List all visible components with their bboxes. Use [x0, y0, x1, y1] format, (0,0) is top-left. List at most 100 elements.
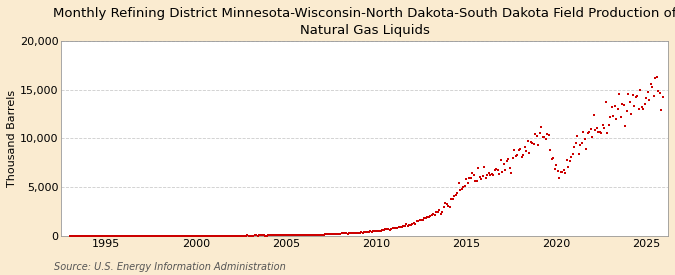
Point: [306, 233, 317, 237]
Point: [380, 227, 391, 232]
Point: [146, 233, 157, 238]
Point: [347, 231, 358, 235]
Point: [275, 233, 286, 238]
Point: [128, 233, 138, 238]
Point: [548, 156, 559, 161]
Point: [68, 233, 78, 238]
Point: [335, 231, 346, 236]
Point: [157, 233, 167, 238]
Point: [383, 227, 394, 232]
Point: [302, 233, 313, 237]
Point: [384, 227, 395, 232]
Point: [563, 165, 574, 169]
Point: [402, 224, 413, 228]
Point: [143, 233, 154, 238]
Point: [159, 233, 170, 238]
Point: [558, 167, 569, 172]
Point: [514, 148, 524, 152]
Point: [458, 184, 468, 189]
Point: [516, 155, 527, 159]
Point: [475, 175, 485, 179]
Point: [218, 233, 229, 238]
Point: [435, 211, 446, 216]
Point: [292, 233, 302, 237]
Point: [387, 226, 398, 230]
Point: [308, 233, 319, 237]
Point: [395, 225, 406, 230]
Point: [466, 176, 477, 180]
Point: [623, 92, 634, 96]
Point: [320, 232, 331, 237]
Point: [269, 233, 279, 238]
Point: [242, 233, 252, 238]
Point: [107, 233, 117, 238]
Point: [184, 233, 194, 238]
Point: [176, 233, 186, 238]
Point: [119, 233, 130, 238]
Point: [498, 162, 509, 166]
Point: [346, 231, 356, 235]
Point: [520, 145, 531, 149]
Point: [530, 132, 541, 136]
Point: [138, 233, 149, 238]
Point: [288, 233, 299, 237]
Point: [483, 171, 494, 175]
Point: [653, 89, 664, 93]
Point: [245, 233, 256, 238]
Point: [352, 230, 362, 235]
Point: [549, 167, 560, 171]
Point: [449, 194, 460, 198]
Point: [198, 233, 209, 238]
Point: [580, 137, 591, 142]
Point: [362, 230, 373, 234]
Point: [298, 233, 308, 237]
Point: [238, 233, 248, 238]
Point: [215, 233, 225, 238]
Point: [66, 233, 77, 238]
Point: [455, 188, 466, 192]
Point: [86, 233, 97, 238]
Point: [92, 233, 103, 238]
Title: Monthly Refining District Minnesota-Wisconsin-North Dakota-South Dakota Field Pr: Monthly Refining District Minnesota-Wisc…: [53, 7, 675, 37]
Point: [601, 100, 612, 104]
Point: [509, 147, 520, 152]
Point: [655, 91, 666, 95]
Point: [329, 232, 340, 236]
Point: [83, 233, 94, 238]
Point: [155, 233, 165, 238]
Point: [110, 233, 121, 238]
Point: [576, 141, 587, 145]
Point: [293, 233, 304, 237]
Point: [279, 233, 290, 237]
Point: [487, 172, 497, 176]
Point: [416, 217, 427, 222]
Point: [77, 233, 88, 238]
Point: [174, 233, 185, 238]
Point: [327, 232, 338, 236]
Point: [147, 233, 158, 238]
Point: [629, 103, 640, 108]
Point: [440, 201, 451, 205]
Point: [135, 233, 146, 238]
Point: [443, 204, 454, 208]
Point: [348, 230, 359, 235]
Point: [545, 148, 556, 152]
Point: [357, 231, 368, 235]
Point: [97, 233, 107, 238]
Point: [281, 233, 292, 237]
Point: [595, 130, 605, 134]
Point: [72, 233, 83, 238]
Point: [525, 140, 536, 144]
Point: [454, 180, 464, 185]
Point: [428, 212, 439, 216]
Point: [635, 88, 646, 92]
Point: [637, 104, 647, 109]
Point: [574, 151, 585, 156]
Point: [616, 115, 626, 119]
Point: [493, 168, 504, 172]
Point: [162, 233, 173, 238]
Point: [276, 233, 287, 238]
Point: [412, 219, 423, 223]
Point: [201, 233, 212, 238]
Point: [144, 233, 155, 238]
